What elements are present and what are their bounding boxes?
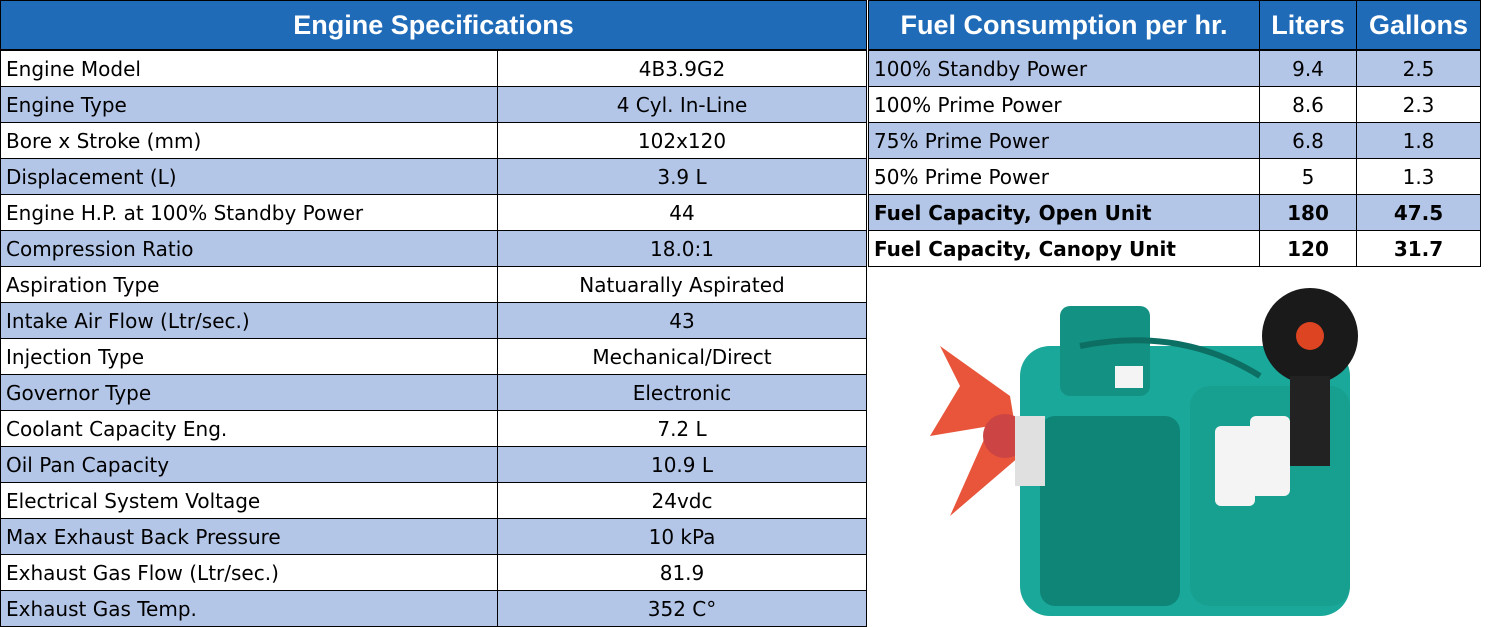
table-cell: Oil Pan Capacity bbox=[0, 446, 498, 483]
table-cell: Engine Model bbox=[0, 50, 498, 87]
table-cell: 31.7 bbox=[1356, 230, 1481, 267]
table-cell: 5 bbox=[1259, 158, 1357, 195]
table-cell: 352 C° bbox=[497, 590, 867, 627]
table-cell: 8.6 bbox=[1259, 86, 1357, 123]
table-cell: Fuel Capacity, Open Unit bbox=[868, 194, 1260, 231]
table-cell: Bore x Stroke (mm) bbox=[0, 122, 498, 159]
table-cell: 102x120 bbox=[497, 122, 867, 159]
table-cell: 4B3.9G2 bbox=[497, 50, 867, 87]
table-cell: Compression Ratio bbox=[0, 230, 498, 267]
table-cell: 44 bbox=[497, 194, 867, 231]
table-cell: Natuarally Aspirated bbox=[497, 266, 867, 303]
table-cell: Coolant Capacity Eng. bbox=[0, 410, 498, 447]
table-cell: 10 kPa bbox=[497, 518, 867, 555]
table-cell: Intake Air Flow (Ltr/sec.) bbox=[0, 302, 498, 339]
table-cell: 50% Prime Power bbox=[868, 158, 1260, 195]
page: Engine SpecificationsEngine Model4B3.9G2… bbox=[0, 0, 1489, 627]
table-cell: Gallons bbox=[1356, 0, 1481, 50]
table-cell: 3.9 L bbox=[497, 158, 867, 195]
table-cell: Injection Type bbox=[0, 338, 498, 375]
table-cell: 100% Prime Power bbox=[868, 86, 1260, 123]
table-cell: Fuel Capacity, Canopy Unit bbox=[868, 230, 1260, 267]
table-cell: Governor Type bbox=[0, 374, 498, 411]
table-cell: 81.9 bbox=[497, 554, 867, 591]
table-cell: 6.8 bbox=[1259, 122, 1357, 159]
table-cell: Electronic bbox=[497, 374, 867, 411]
table-cell: Liters bbox=[1259, 0, 1357, 50]
table-cell: 180 bbox=[1259, 194, 1357, 231]
table-cell: 47.5 bbox=[1356, 194, 1481, 231]
table-cell: 1.3 bbox=[1356, 158, 1481, 195]
table-cell: 10.9 L bbox=[497, 446, 867, 483]
table-cell: Engine H.P. at 100% Standby Power bbox=[0, 194, 498, 231]
table-cell: Exhaust Gas Temp. bbox=[0, 590, 498, 627]
table-cell: 75% Prime Power bbox=[868, 122, 1260, 159]
table-cell: 24vdc bbox=[497, 482, 867, 519]
table-cell: 7.2 L bbox=[497, 410, 867, 447]
table-cell: Mechanical/Direct bbox=[497, 338, 867, 375]
table-cell: Engine Type bbox=[0, 86, 498, 123]
table-cell: 4 Cyl. In-Line bbox=[497, 86, 867, 123]
table-cell: Fuel Consumption per hr. bbox=[868, 0, 1260, 50]
engine-image bbox=[930, 286, 1430, 626]
table-cell: Electrical System Voltage bbox=[0, 482, 498, 519]
table-cell: 2.5 bbox=[1356, 50, 1481, 87]
table-cell: 100% Standby Power bbox=[868, 50, 1260, 87]
table-cell: 120 bbox=[1259, 230, 1357, 267]
table-cell: 18.0:1 bbox=[497, 230, 867, 267]
table-cell: Exhaust Gas Flow (Ltr/sec.) bbox=[0, 554, 498, 591]
table-cell: Displacement (L) bbox=[0, 158, 498, 195]
table-cell: Engine Specifications bbox=[0, 0, 867, 50]
table-cell: 2.3 bbox=[1356, 86, 1481, 123]
table-cell: 1.8 bbox=[1356, 122, 1481, 159]
table-cell: Max Exhaust Back Pressure bbox=[0, 518, 498, 555]
table-cell: 9.4 bbox=[1259, 50, 1357, 87]
table-cell: Aspiration Type bbox=[0, 266, 498, 303]
table-cell: 43 bbox=[497, 302, 867, 339]
